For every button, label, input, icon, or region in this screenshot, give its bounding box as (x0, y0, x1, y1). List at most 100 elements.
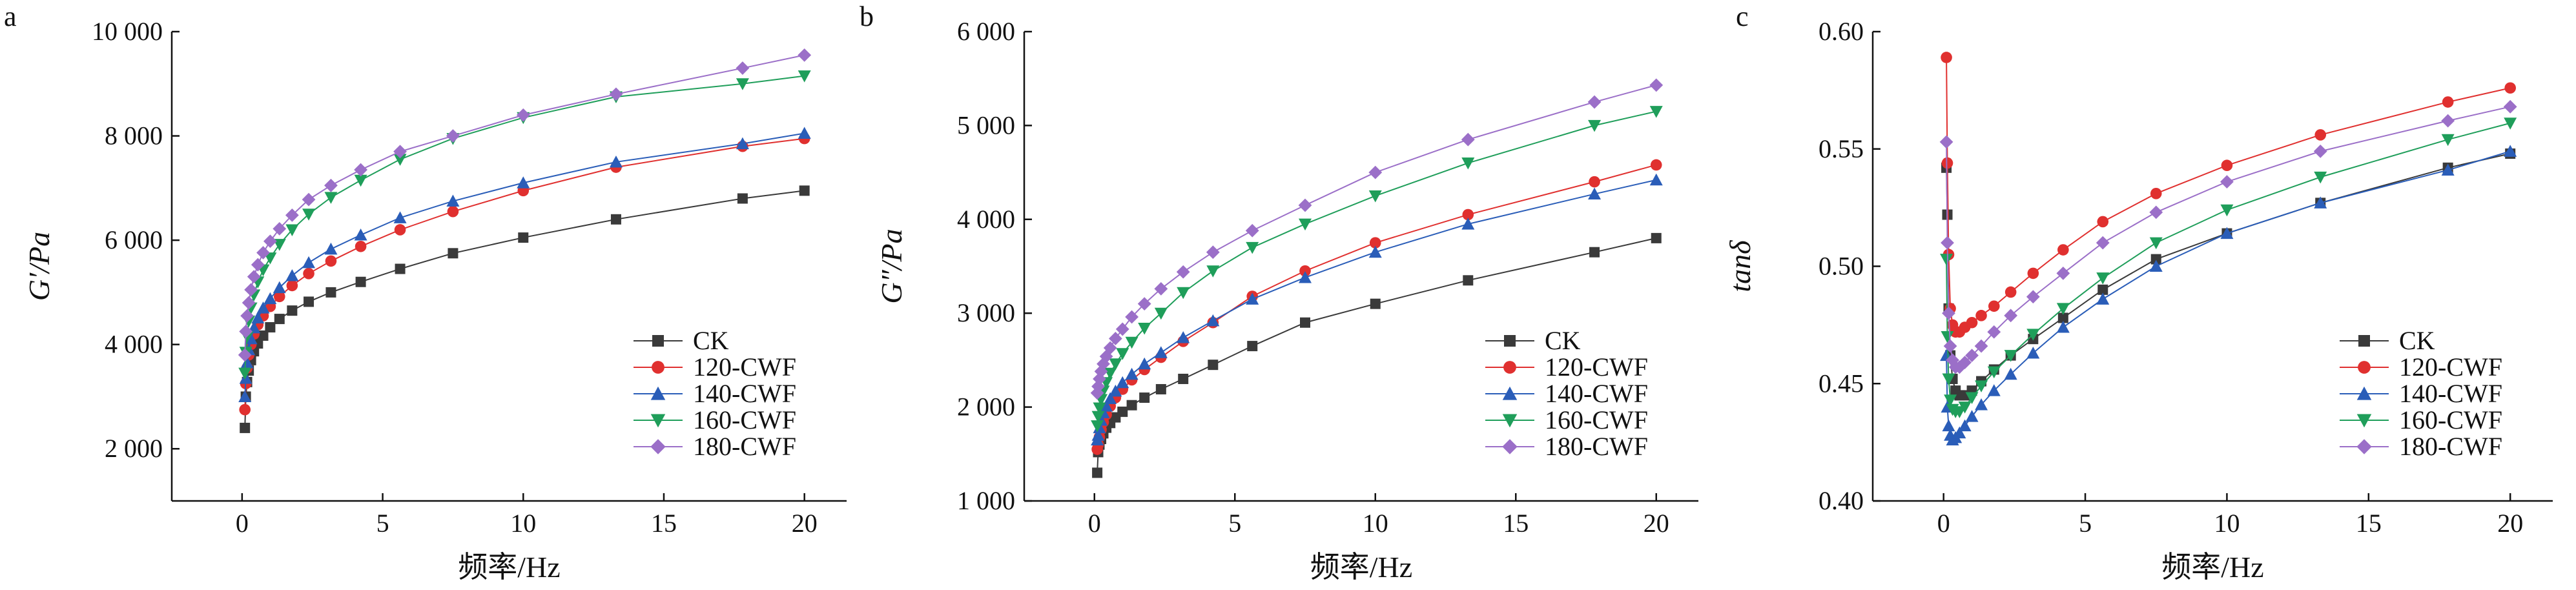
data-point (1944, 394, 1957, 407)
data-point (2220, 227, 2234, 239)
y-axis-label: tanδ (1724, 240, 1757, 292)
data-point (1368, 165, 1383, 179)
data-point (1975, 398, 1988, 411)
x-axis-label: 频率/Hz (458, 551, 560, 584)
data-point (2026, 346, 2040, 359)
data-point (304, 296, 314, 307)
data-point (1104, 392, 1117, 405)
legend-marker (1502, 386, 1518, 400)
x-tick-label: 0 (1088, 509, 1101, 538)
data-point (1091, 411, 1105, 423)
legend-label: 160-CWF (693, 405, 796, 434)
data-point (395, 263, 406, 274)
data-point (285, 208, 299, 222)
data-point (324, 178, 338, 192)
data-point (2504, 117, 2517, 130)
data-point (1589, 247, 1600, 258)
data-point (2057, 312, 2068, 323)
y-tick-label: 4 000 (105, 330, 163, 359)
series-120-cwf (1941, 52, 2516, 338)
legend-item: 120-CWF (1485, 352, 1648, 381)
legend-item: 180-CWF (1485, 432, 1648, 461)
data-point (2150, 188, 2162, 199)
data-point (2004, 309, 2018, 323)
data-point (1952, 360, 1966, 374)
data-point (1651, 232, 1662, 243)
data-point (238, 390, 252, 402)
legend-marker (2356, 414, 2372, 428)
data-point (1299, 270, 1312, 283)
data-point (273, 221, 287, 236)
data-point (1649, 78, 1664, 92)
data-point (1958, 402, 1972, 414)
legend-item: 160-CWF (634, 405, 796, 434)
data-point (1588, 119, 1602, 132)
data-point (263, 292, 277, 305)
data-point (1650, 159, 1662, 171)
data-point (1154, 307, 1168, 320)
data-point (798, 127, 811, 139)
data-point (1939, 135, 1953, 149)
series-line (244, 54, 805, 355)
y-tick-label: 2 000 (957, 392, 1015, 422)
data-point (1368, 190, 1382, 203)
data-point (1649, 106, 1663, 118)
data-point (1958, 356, 1972, 369)
data-point (2504, 82, 2516, 94)
data-point (2314, 171, 2327, 184)
legend-item: 160-CWF (2340, 405, 2502, 434)
data-point (286, 280, 298, 292)
x-tick-label: 20 (2497, 509, 2523, 538)
data-point (1943, 339, 1957, 353)
data-point (2441, 114, 2455, 128)
data-point (610, 214, 621, 225)
data-point (287, 305, 298, 316)
data-point (240, 422, 251, 433)
data-point (238, 367, 252, 380)
legend-marker (2356, 439, 2372, 454)
y-tick-label: 10 000 (92, 17, 163, 46)
data-point (256, 246, 270, 259)
data-point (1461, 132, 1475, 147)
data-point (1115, 322, 1129, 336)
y-axis-label: G″/Pa (875, 229, 908, 303)
data-point (1941, 331, 1954, 343)
data-point (1370, 298, 1381, 309)
y-tick-label: 6 000 (957, 17, 1015, 46)
data-point (1942, 373, 1955, 385)
data-point (517, 176, 530, 188)
data-point (1091, 420, 1104, 432)
data-point (2314, 129, 2327, 141)
legend-item: 120-CWF (2340, 352, 2502, 381)
legend-marker (1503, 361, 1516, 374)
legend-marker (2356, 386, 2372, 400)
series-180-cwf (238, 48, 812, 362)
data-point (1091, 380, 1105, 394)
data-point (256, 301, 270, 314)
data-point (1116, 348, 1129, 360)
data-point (1247, 341, 1258, 352)
data-point (2096, 292, 2110, 305)
legend-label: CK (2399, 326, 2435, 355)
data-point (1649, 173, 1663, 186)
legend-item: CK (634, 326, 729, 355)
data-point (1155, 383, 1166, 394)
data-point (325, 255, 337, 267)
legend-marker (650, 439, 666, 454)
data-point (798, 70, 811, 83)
data-point (1117, 406, 1128, 417)
x-tick-label: 20 (792, 509, 818, 538)
data-point (1109, 384, 1122, 397)
data-point (2442, 96, 2454, 108)
data-point (1137, 297, 1151, 311)
x-tick-label: 0 (1937, 509, 1950, 538)
data-point (302, 192, 316, 207)
data-point (1966, 316, 1978, 329)
y-axis-label: G′/Pa (23, 232, 56, 301)
data-point (1206, 314, 1220, 327)
data-point (1154, 346, 1168, 358)
data-point (1125, 336, 1139, 349)
data-point (2504, 145, 2517, 157)
data-point (1299, 218, 1312, 231)
